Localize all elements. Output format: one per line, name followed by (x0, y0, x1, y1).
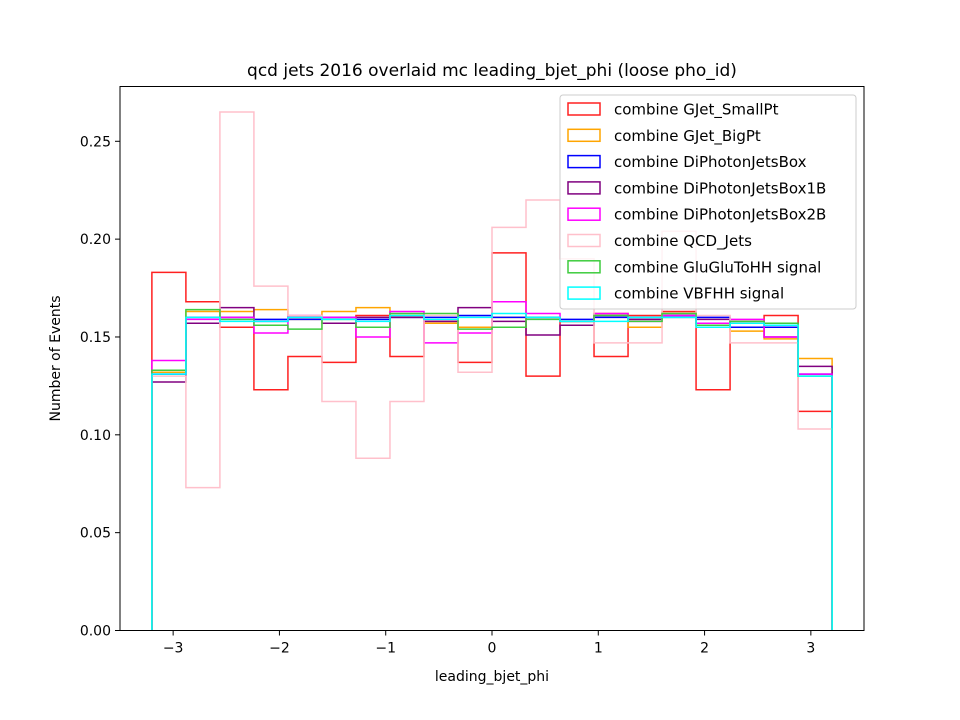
y-axis-ticks: 0.00 0.05 0.10 0.15 0.20 0.25 (80, 134, 120, 640)
legend-label: combine DiPhotonJetsBox (614, 153, 807, 171)
legend-box (559, 94, 857, 310)
x-tick-label: −2 (269, 641, 290, 657)
legend-label: combine QCD_Jets (614, 232, 752, 251)
x-tick-label: 2 (700, 641, 709, 657)
x-tick-label: −3 (163, 641, 184, 657)
legend-label: combine GluGluToHH signal (614, 258, 821, 276)
legend-swatch (567, 286, 601, 300)
y-tick-label: 0.05 (80, 526, 111, 542)
legend-label: combine DiPhotonJetsBox1B (614, 179, 826, 197)
x-tick-label: 0 (488, 641, 497, 657)
chart-title: qcd jets 2016 overlaid mc leading_bjet_p… (247, 61, 737, 81)
series-line-7 (151, 312, 833, 631)
legend-label: combine VBFHH signal (614, 285, 784, 303)
x-axis-ticks: −3 −2 −1 0 1 2 3 (163, 630, 815, 657)
y-tick-label: 0.15 (80, 330, 111, 346)
y-tick-label: 0.00 (80, 624, 111, 640)
legend-swatch (567, 128, 601, 143)
y-axis-label: Number of Events (48, 295, 64, 421)
legend-swatch (567, 260, 601, 274)
y-tick-label: 0.20 (80, 232, 111, 248)
legend-swatch (567, 233, 601, 248)
legend-label: combine GJet_SmallPt (614, 101, 779, 120)
y-tick-label: 0.10 (80, 428, 111, 444)
legend-label: combine DiPhotonJetsBox2B (614, 206, 826, 224)
x-tick-label: 3 (806, 641, 815, 657)
x-axis-label: leading_bjet_phi (435, 669, 549, 685)
x-tick-label: −1 (375, 641, 396, 657)
legend-swatch (567, 102, 601, 116)
legend-swatch (567, 181, 601, 195)
series-line-5 (151, 111, 833, 631)
legend-label: combine GJet_BigPt (614, 127, 761, 146)
legend-swatch (567, 154, 601, 169)
legend-swatch (567, 207, 601, 221)
x-tick-label: 1 (594, 641, 603, 657)
y-tick-label: 0.25 (80, 134, 111, 150)
series-layer (151, 111, 833, 631)
